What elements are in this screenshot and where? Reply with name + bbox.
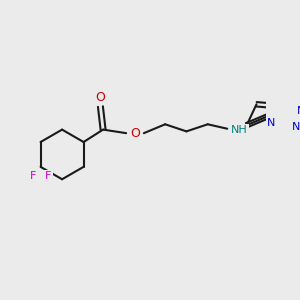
Text: N: N [267, 118, 275, 128]
Text: F: F [45, 171, 52, 181]
Text: N: N [292, 122, 300, 132]
Text: O: O [95, 91, 105, 104]
Text: F: F [29, 171, 36, 181]
Text: NH: NH [231, 125, 248, 136]
Text: N: N [297, 106, 300, 116]
Text: O: O [130, 127, 140, 140]
